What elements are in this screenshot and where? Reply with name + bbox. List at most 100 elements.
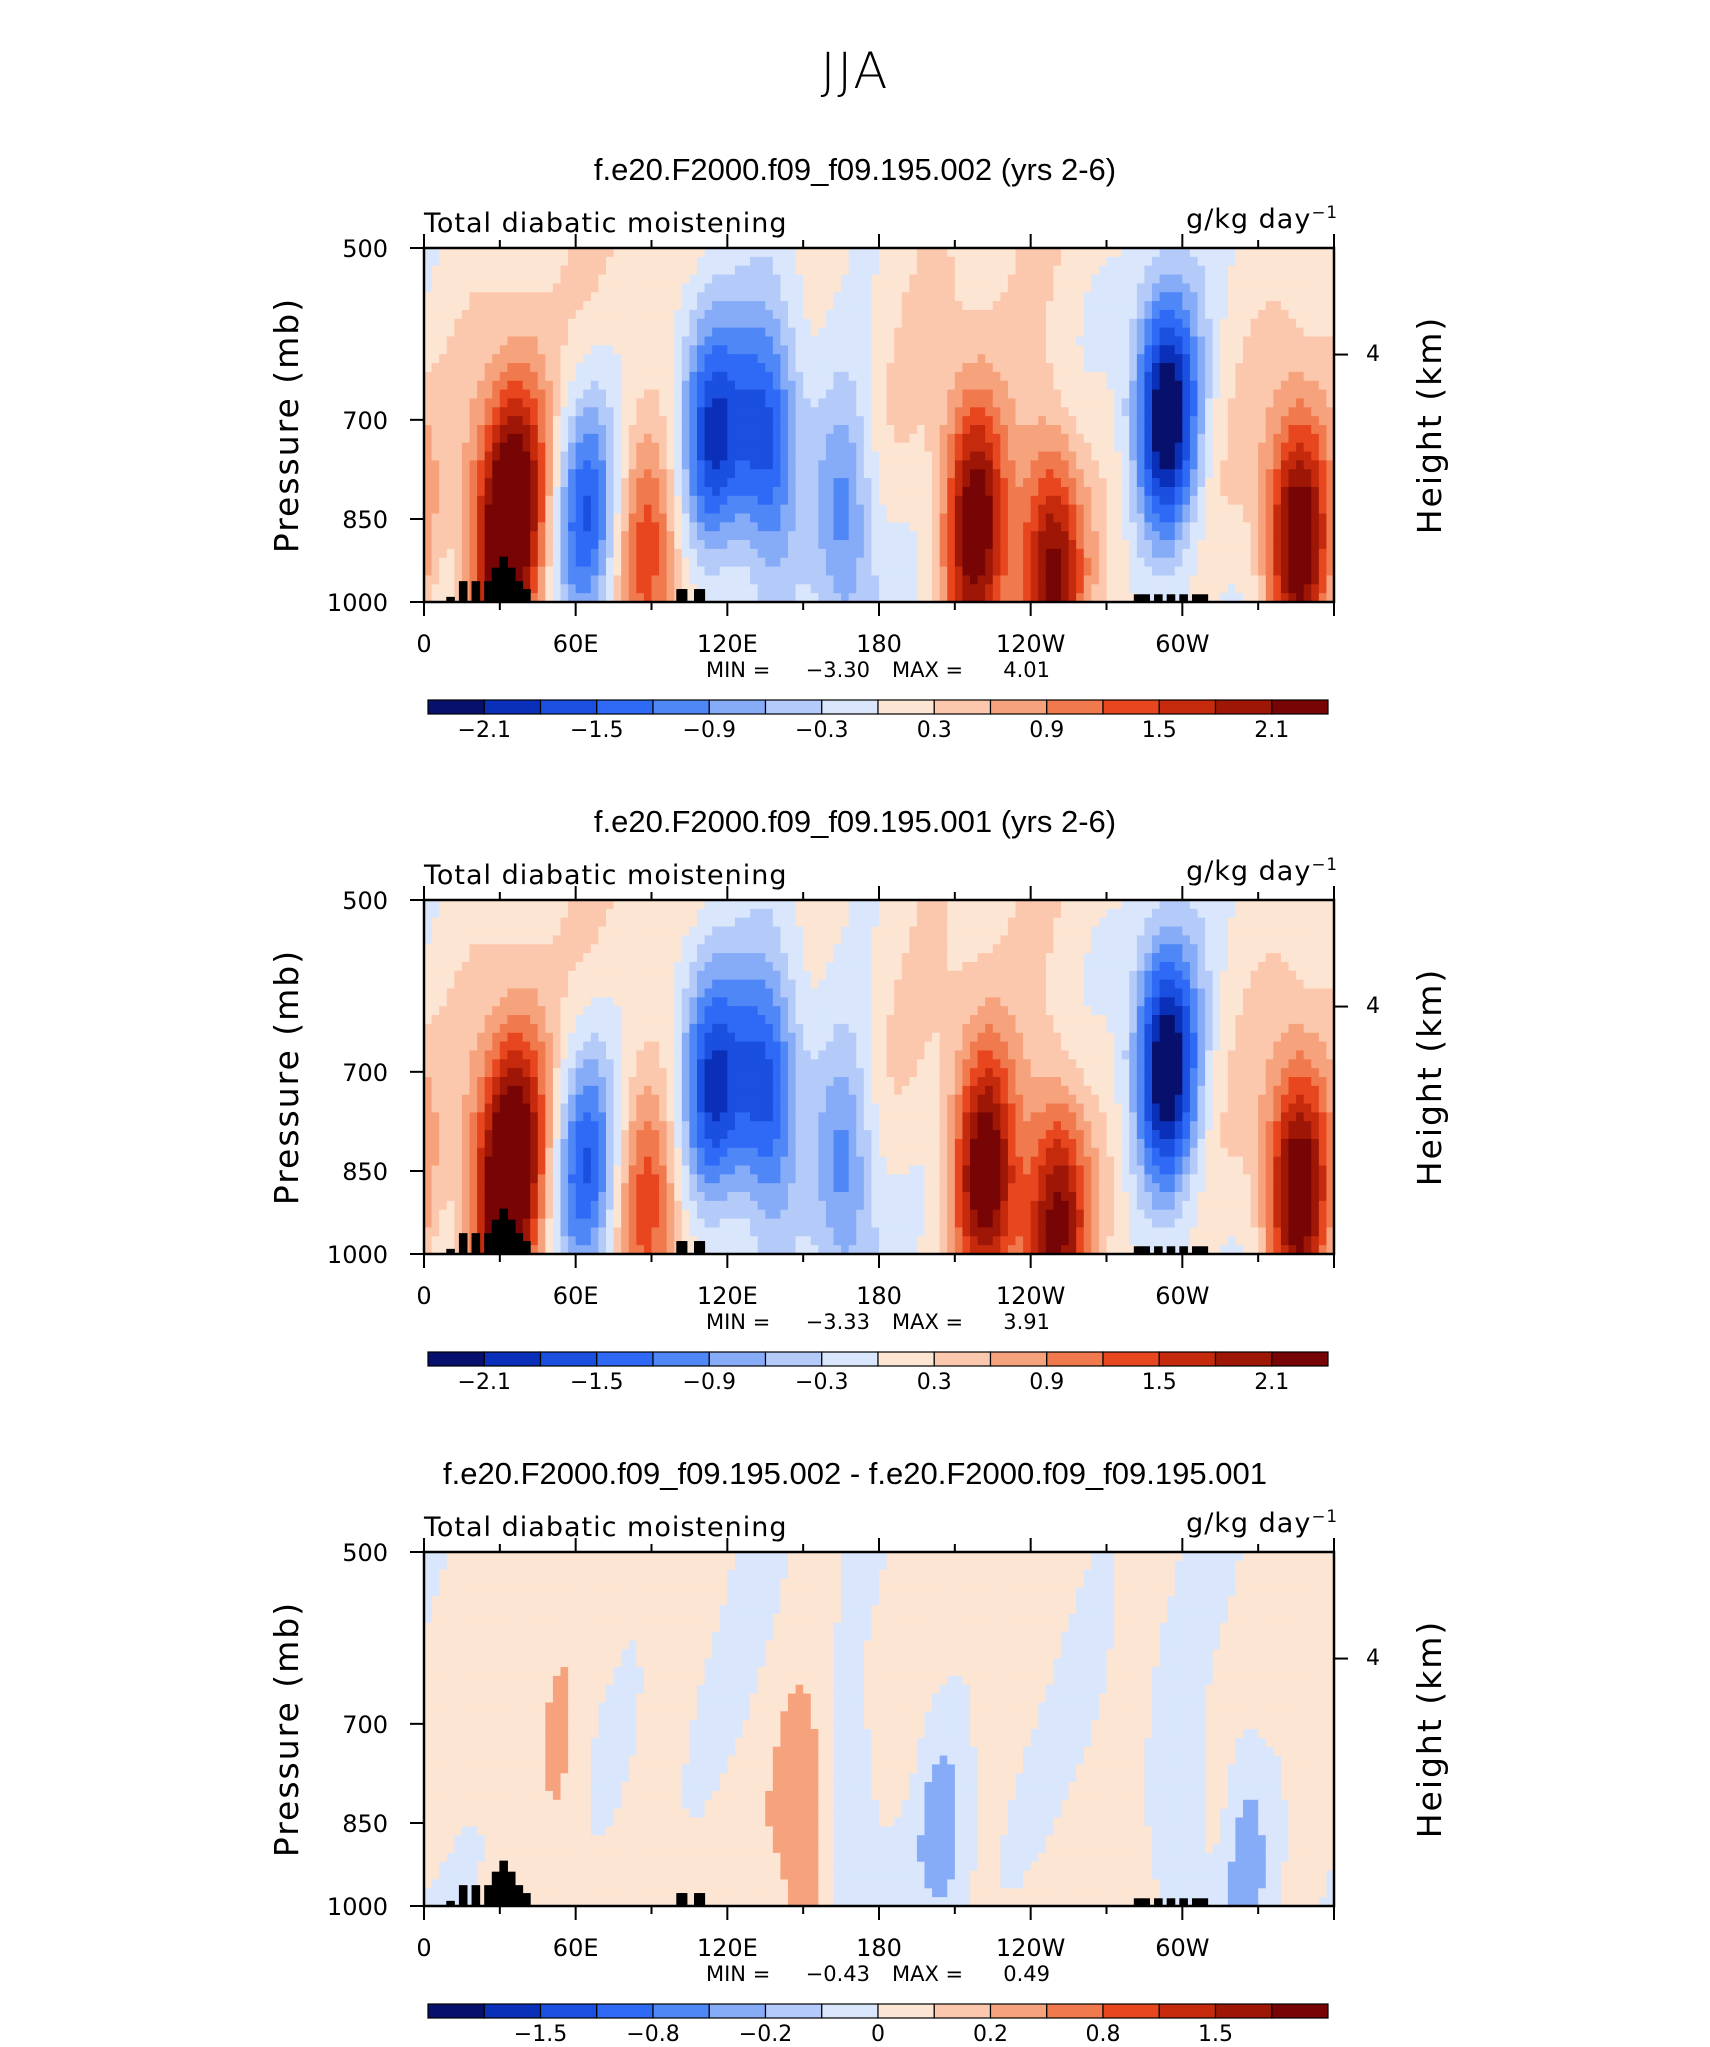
heatmap-cell <box>720 363 728 372</box>
heatmap-cell <box>993 248 1001 257</box>
heatmap-cell <box>454 372 462 381</box>
heatmap-cell <box>796 381 804 390</box>
heatmap-cell <box>659 443 667 452</box>
heatmap-cell <box>727 257 735 266</box>
heatmap-cell <box>583 522 591 531</box>
heatmap-cell <box>576 398 584 407</box>
heatmap-cell <box>1160 257 1168 266</box>
heatmap-cell <box>1281 275 1289 284</box>
units-exponent: −1 <box>1311 854 1338 874</box>
heatmap-cell <box>1069 558 1077 567</box>
heatmap-cell <box>530 275 538 284</box>
heatmap-cell <box>1319 381 1327 390</box>
heatmap-cell <box>864 266 872 275</box>
heatmap-cell <box>1289 266 1297 275</box>
heatmap-cell <box>1031 416 1039 425</box>
heatmap-cell <box>788 407 796 416</box>
heatmap-cell <box>818 460 826 469</box>
heatmap-cell <box>887 310 895 319</box>
heatmap-cell <box>925 505 933 514</box>
heatmap-cell <box>1251 531 1259 540</box>
heatmap-cell <box>970 469 978 478</box>
heatmap-cell <box>932 319 940 328</box>
heatmap-cell <box>1137 337 1145 346</box>
heatmap-cell <box>629 460 637 469</box>
heatmap-cell <box>485 496 493 505</box>
heatmap-cell <box>947 434 955 443</box>
heatmap-cell <box>432 434 440 443</box>
heatmap-cell <box>887 443 895 452</box>
heatmap-cell <box>1076 301 1084 310</box>
heatmap-cell <box>955 496 963 505</box>
heatmap-cell <box>727 443 735 452</box>
heatmap-cell <box>545 363 553 372</box>
heatmap-cell <box>636 363 644 372</box>
heatmap-cell <box>1182 496 1190 505</box>
heatmap-cell <box>1129 434 1137 443</box>
heatmap-cell <box>743 505 751 514</box>
heatmap-cell <box>1296 275 1304 284</box>
heatmap-cell <box>568 328 576 337</box>
heatmap-cell <box>773 345 781 354</box>
heatmap-cell <box>1091 248 1099 257</box>
heatmap-cell <box>1114 266 1122 275</box>
heatmap-cell <box>1144 567 1152 576</box>
heatmap-cell <box>940 310 948 319</box>
heatmap-cell <box>1053 363 1061 372</box>
heatmap-cell <box>1129 354 1137 363</box>
heatmap-cell <box>1107 390 1115 399</box>
heatmap-cell <box>1038 522 1046 531</box>
heatmap-cell <box>553 416 561 425</box>
heatmap-cell <box>803 398 811 407</box>
heatmap-cell <box>682 248 690 257</box>
heatmap-cell <box>1160 292 1168 301</box>
heatmap-cell <box>432 372 440 381</box>
heatmap-cell <box>470 337 478 346</box>
heatmap-cell <box>985 478 993 487</box>
heatmap-cell <box>932 469 940 478</box>
x-tick-label: 0 <box>374 630 474 658</box>
heatmap-cell <box>576 416 584 425</box>
heatmap-cell <box>606 584 614 593</box>
heatmap-cell <box>1099 275 1107 284</box>
heatmap-cell <box>1084 275 1092 284</box>
heatmap-cell <box>1023 310 1031 319</box>
heatmap-cell <box>538 398 546 407</box>
heatmap-cell <box>1061 558 1069 567</box>
heatmap-cell <box>917 310 925 319</box>
heatmap-cell <box>515 514 523 523</box>
heatmap-cell <box>500 328 508 337</box>
heatmap-cell <box>1144 257 1152 266</box>
heatmap-cell <box>447 328 455 337</box>
heatmap-cell <box>652 469 660 478</box>
heatmap-cell <box>743 478 751 487</box>
heatmap-cell <box>743 496 751 505</box>
heatmap-cell <box>743 266 751 275</box>
heatmap-cell <box>1107 514 1115 523</box>
heatmap-cell <box>864 514 872 523</box>
heatmap-cell <box>492 398 500 407</box>
heatmap-cell <box>955 425 963 434</box>
heatmap-cell <box>849 390 857 399</box>
heatmap-cell <box>1046 257 1054 266</box>
heatmap-cell <box>962 540 970 549</box>
heatmap-cell <box>818 584 826 593</box>
heatmap-cell <box>1061 310 1069 319</box>
heatmap-cell <box>659 407 667 416</box>
heatmap-cell <box>530 248 538 257</box>
heatmap-cell <box>1289 257 1297 266</box>
heatmap-cell <box>962 531 970 540</box>
heatmap-cell <box>887 531 895 540</box>
heatmap-cell <box>629 310 637 319</box>
heatmap-cell <box>993 283 1001 292</box>
heatmap-cell <box>765 275 773 284</box>
heatmap-cell <box>1289 328 1297 337</box>
heatmap-cell <box>864 372 872 381</box>
heatmap-cell <box>674 310 682 319</box>
heatmap-cell <box>500 434 508 443</box>
heatmap-cell <box>765 328 773 337</box>
heatmap-cell <box>811 549 819 558</box>
heatmap-cell <box>1205 496 1213 505</box>
heatmap-cell <box>591 407 599 416</box>
heatmap-cell <box>1266 452 1274 461</box>
